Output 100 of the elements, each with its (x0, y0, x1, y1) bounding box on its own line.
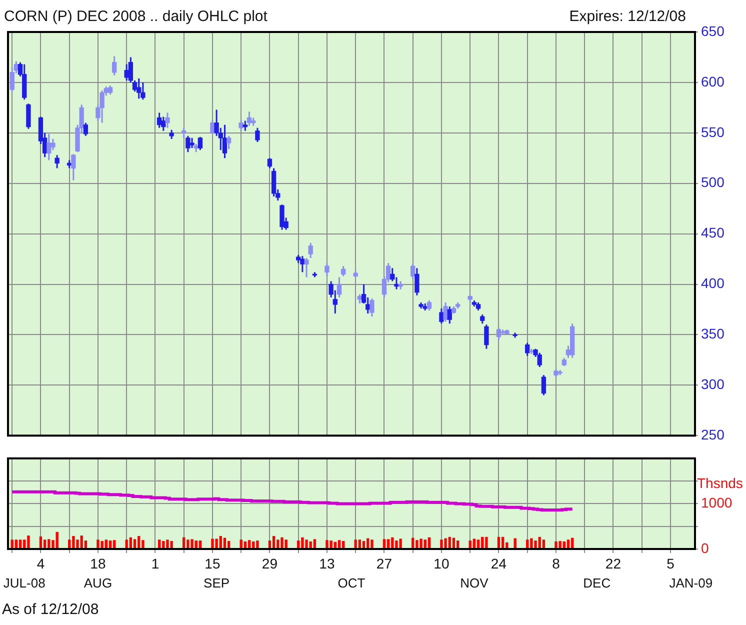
candlestick (108, 84, 113, 96)
chart-subtitle: Expires: 12/12/08 (569, 8, 686, 25)
x-tick-label: 8 (552, 555, 560, 572)
candlestick (83, 122, 88, 137)
y-tick-label: 550 (701, 124, 725, 140)
candlestick (242, 120, 248, 132)
x-tick-label: 27 (376, 555, 392, 572)
x-tick-label: 4 (36, 555, 45, 572)
x2-tick-label: NOV (460, 575, 489, 590)
bar (256, 540, 259, 549)
bar (330, 540, 332, 549)
bar (370, 540, 374, 549)
bar (96, 540, 100, 549)
candlestick (366, 296, 370, 314)
x2-tick-label: JAN-09 (669, 575, 713, 590)
candlestick (410, 263, 416, 280)
bar (76, 540, 79, 549)
bar (215, 538, 218, 549)
x-tick-label: 22 (605, 555, 622, 572)
candlestick (255, 127, 260, 143)
candlestick (100, 90, 104, 124)
x-tick-label: 18 (90, 555, 106, 572)
candlestick (304, 257, 309, 278)
y-tick-label: 250 (701, 426, 725, 442)
y-tick-label: 500 (701, 174, 725, 190)
candlestick (324, 262, 330, 277)
bar (170, 540, 173, 549)
bar (56, 532, 58, 549)
bar (416, 540, 418, 549)
candlestick (50, 138, 56, 151)
bar (166, 540, 169, 549)
candlestick (280, 204, 284, 231)
candlestick (541, 374, 546, 396)
y-tick-label: 400 (701, 275, 725, 292)
bar (27, 536, 30, 549)
bar (534, 540, 537, 549)
x-tick-label: 5 (666, 555, 675, 572)
bar (558, 540, 562, 549)
x-tick-label: 24 (490, 555, 507, 572)
candlestick (54, 154, 60, 169)
candlestick (71, 153, 76, 182)
bar (440, 540, 443, 549)
x-tick-label: 1 (151, 555, 160, 572)
y-tick-label: 300 (701, 376, 725, 392)
candlestick (136, 78, 142, 100)
x-tick-label: 29 (262, 555, 278, 572)
candlestick (426, 300, 432, 312)
x2-tick-label: DEC (583, 575, 611, 590)
x-tick-label: 15 (204, 555, 220, 572)
bar (211, 538, 214, 549)
candlestick (112, 55, 117, 76)
y-tick-label: 650 (701, 22, 725, 39)
candlestick (140, 82, 146, 100)
bar (554, 541, 558, 549)
chart-title: CORN (P) DEC 2008 .. daily OHLC plot (4, 8, 268, 25)
bar (485, 536, 488, 549)
candlestick (308, 242, 313, 259)
bar (100, 540, 104, 549)
bar (326, 540, 328, 549)
bar (514, 538, 516, 549)
candlestick (222, 124, 228, 159)
candlestick (186, 135, 190, 153)
candlestick (46, 133, 52, 161)
bar (284, 540, 288, 549)
candlestick (190, 137, 194, 149)
y-tick-label: 350 (701, 326, 725, 342)
candlestick (484, 324, 489, 350)
x2-tick-label: SEP (204, 575, 230, 590)
y-axis-title: Thsnds (697, 474, 743, 491)
y-tick-label: 0 (701, 540, 709, 556)
bar (186, 540, 190, 549)
candlestick (271, 167, 276, 198)
candlestick (161, 116, 166, 132)
text: As of 12/12/08 (2, 601, 99, 618)
candlestick (226, 135, 232, 150)
candlestick (443, 302, 448, 322)
x-tick-label: 10 (434, 555, 450, 572)
x-tick-label: 13 (319, 555, 335, 572)
candlestick (480, 314, 485, 324)
bar (420, 538, 422, 549)
candlestick (169, 129, 174, 140)
x2-tick-label: AUG (84, 575, 112, 590)
x2-tick-label: JUL-08 (3, 575, 46, 590)
x2-tick-label: OCT (338, 575, 366, 590)
bar (444, 538, 447, 549)
bar (305, 540, 308, 549)
candlestick (182, 127, 186, 139)
candlestick (525, 342, 530, 357)
candlestick (496, 326, 502, 340)
candlestick (300, 255, 305, 273)
bar (142, 540, 144, 549)
bar (301, 537, 304, 549)
candlestick (336, 276, 342, 298)
candlestick (439, 308, 444, 324)
y-tick-label: 1000 (701, 494, 732, 511)
candlestick (537, 352, 542, 368)
bar (530, 538, 533, 549)
candlestick (198, 136, 203, 151)
candlestick (447, 306, 452, 324)
bar (190, 539, 194, 549)
